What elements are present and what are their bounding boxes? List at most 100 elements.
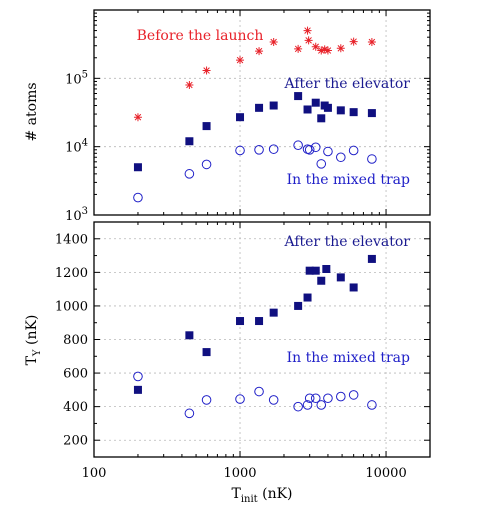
data-point — [184, 408, 195, 419]
data-point — [316, 159, 327, 169]
data-point — [268, 395, 279, 405]
data-point — [294, 301, 303, 310]
data-point — [294, 44, 303, 53]
data-point — [201, 159, 212, 170]
data-point — [310, 393, 321, 404]
axis-labels: # atoms TY (nK) Tinit (nK) — [24, 82, 293, 505]
data-point — [254, 144, 264, 155]
data-point — [235, 394, 245, 404]
plot-frame — [93, 9, 431, 216]
data-point — [348, 145, 359, 156]
series-annotation: Before the launch — [137, 28, 264, 44]
data-point — [336, 391, 346, 402]
data-point — [317, 114, 326, 123]
data-point — [185, 331, 194, 340]
x-axis-label: Tinit (nK) — [231, 486, 292, 505]
data-point — [323, 103, 332, 112]
data-point — [367, 154, 377, 164]
series-annotation: After the elevator — [283, 234, 410, 250]
data-point — [336, 44, 345, 53]
data-point — [310, 142, 321, 153]
data-point — [305, 266, 314, 275]
data-point — [133, 385, 142, 394]
data-point — [367, 400, 377, 410]
data-point — [303, 26, 312, 35]
data-point — [236, 56, 245, 65]
data-point — [202, 348, 211, 357]
data-point — [133, 163, 142, 172]
data-point — [336, 152, 346, 163]
data-point — [367, 109, 376, 118]
y-tick-label: 1200 — [55, 266, 88, 281]
data-point — [349, 108, 358, 117]
data-point — [185, 137, 194, 146]
data-point — [255, 47, 264, 56]
data-point — [311, 98, 320, 107]
y-tick-label: 105 — [65, 69, 88, 87]
data-point — [317, 276, 326, 285]
data-point — [367, 254, 376, 263]
data-point — [302, 400, 313, 410]
data-point — [269, 38, 278, 47]
data-point — [322, 265, 331, 273]
x-tick-label: 100 — [82, 466, 107, 481]
bottom-y-axis-label: TY (nK) — [24, 315, 43, 366]
data-point — [311, 42, 320, 51]
series-before-the-launch — [133, 26, 376, 122]
data-point — [269, 101, 278, 110]
y-tick-label: 800 — [63, 333, 88, 348]
data-point — [236, 317, 245, 326]
data-point — [133, 371, 143, 382]
series-after-the-elevator — [133, 92, 376, 172]
data-point — [293, 401, 303, 412]
y-tick-label: 1000 — [55, 299, 88, 314]
data-point — [185, 80, 194, 89]
series-in-the-mixed-trap — [133, 371, 377, 419]
data-point — [236, 113, 245, 122]
data-point — [294, 92, 303, 101]
data-point — [202, 66, 211, 75]
series-annotation: In the mixed trap — [287, 350, 410, 366]
series-annotation: After the elevator — [283, 76, 410, 92]
data-point — [304, 393, 315, 404]
data-point — [311, 266, 320, 275]
top-y-axis-label: # atoms — [24, 82, 40, 141]
x-tick-label: 1000 — [223, 466, 256, 481]
top-panel-atoms: 103 104 105 Before the launch After the elev… — [65, 9, 431, 224]
y-tick-label: 1400 — [55, 232, 88, 247]
data-point — [303, 105, 312, 114]
data-point — [323, 393, 333, 404]
data-point — [269, 308, 278, 317]
y-tick-label: 400 — [63, 400, 88, 415]
data-point — [254, 386, 264, 397]
data-point — [367, 38, 376, 47]
data-point — [320, 45, 329, 54]
data-point — [349, 283, 358, 292]
data-point — [316, 400, 327, 410]
bottom-panel-temperature: 200 400 600 800 1000 1200 1400 100 1000 10000 Afte… — [55, 221, 431, 481]
data-point — [235, 145, 245, 156]
series-in-the-mixed-trap — [133, 140, 377, 203]
data-point — [348, 390, 359, 400]
data-point — [323, 46, 332, 55]
data-point — [317, 46, 326, 55]
data-point — [336, 106, 345, 115]
data-point — [268, 144, 279, 154]
data-point — [293, 140, 303, 151]
series-after-the-elevator — [133, 254, 376, 394]
x-tick-label: 10000 — [365, 466, 406, 481]
data-point — [133, 113, 142, 122]
y-tick-label: 103 — [65, 206, 88, 224]
data-point — [184, 169, 195, 179]
data-point — [255, 103, 264, 112]
data-point — [133, 192, 143, 203]
series-annotation: In the mixed trap — [287, 172, 410, 188]
data-point — [349, 37, 358, 46]
plot-frame — [93, 221, 431, 458]
data-point — [255, 317, 264, 326]
data-point — [201, 395, 212, 405]
y-tick-label: 600 — [63, 367, 88, 382]
data-point — [304, 36, 313, 45]
data-point — [336, 273, 345, 282]
